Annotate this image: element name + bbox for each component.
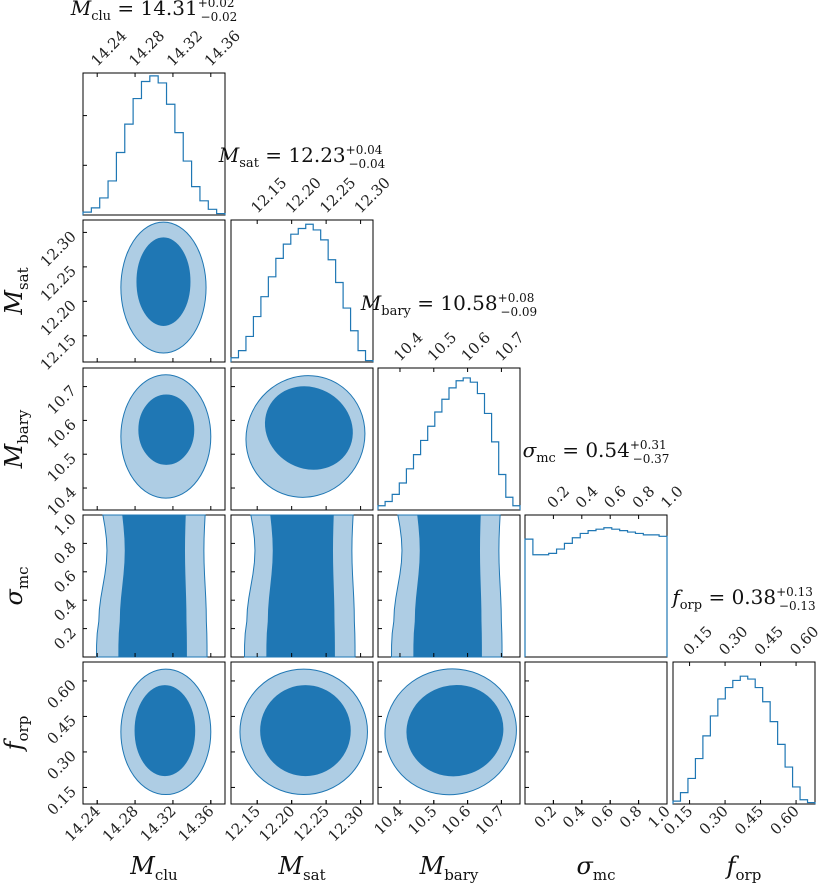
ytick-label-msat: 12.30 <box>37 228 80 271</box>
xtick-label-msat: 12.25 <box>290 802 333 845</box>
contour-inner <box>118 514 187 658</box>
histogram-msat <box>230 223 374 362</box>
contour-inner <box>413 514 482 658</box>
top-tick-label-sigmc: 0.2 <box>544 482 574 512</box>
ytick-label-msat: 12.25 <box>37 262 80 305</box>
histogram-sigmc <box>524 527 668 657</box>
title-sigmc: σmc = 0.54+0.31 −0.37 <box>523 438 670 466</box>
ytick-label-msat: 12.20 <box>37 296 80 339</box>
xtick-label-mbary: 10.6 <box>438 802 474 838</box>
xtick-label-forp: 0.30 <box>696 802 732 838</box>
xtick-label-forp: 0.45 <box>731 802 767 838</box>
xtick-label-sigmc: 0.8 <box>616 802 646 832</box>
contour-inner <box>138 394 195 465</box>
xtick-label-sigmc: 0.6 <box>587 802 617 832</box>
top-tick-label-sigmc: 1.0 <box>657 482 687 512</box>
ytick-label-forp: 0.60 <box>43 676 79 712</box>
contour-inner <box>136 237 191 326</box>
xlabel-mclu: Mclu <box>129 852 178 884</box>
top-tick-label-msat: 12.30 <box>351 174 394 217</box>
xtick-label-sigmc: 0.2 <box>531 802 561 832</box>
ytick-label-forp: 0.15 <box>43 783 79 819</box>
top-tick-label-forp: 0.60 <box>786 622 822 658</box>
xtick-label-sigmc: 0.4 <box>559 802 589 832</box>
top-tick-label-sigmc: 0.4 <box>572 482 602 512</box>
top-tick-label-msat: 12.25 <box>316 174 359 217</box>
top-tick-label-mbary: 10.6 <box>458 328 494 364</box>
top-tick-label-mbary: 10.7 <box>492 328 528 364</box>
corner-panels <box>82 72 816 805</box>
top-tick-label-mbary: 10.4 <box>390 328 426 364</box>
title-mbary: Mbary = 10.58+0.08 −0.09 <box>360 291 537 319</box>
ytick-label-mbary: 10.4 <box>43 483 79 519</box>
ytick-label-forp: 0.45 <box>43 712 79 748</box>
xlabel-forp: forp <box>725 852 762 884</box>
panel-frame-mbary-vs-mclu <box>82 367 226 511</box>
ytick-label-sigmc: 0.4 <box>50 595 80 625</box>
top-tick-label-mclu: 14.36 <box>201 27 244 70</box>
panel-frame-msat <box>230 219 374 363</box>
title-forp: forp = 0.38+0.13 −0.13 <box>670 585 815 613</box>
top-tick-label-forp: 0.15 <box>680 622 716 658</box>
title-mclu: Mclu = 14.31+0.02 −0.02 <box>70 0 238 24</box>
ytick-label-sigmc: 0.8 <box>50 539 80 569</box>
panel-frame-forp <box>672 661 816 805</box>
title-msat: Msat = 12.23+0.04 −0.04 <box>218 143 386 171</box>
top-tick-label-msat: 12.20 <box>282 174 325 217</box>
xtick-label-mclu: 14.36 <box>175 802 218 845</box>
histogram-mclu <box>82 75 226 215</box>
panel-frame-forp-vs-sigmc <box>524 661 668 805</box>
ytick-label-sigmc: 0.2 <box>50 624 80 654</box>
top-tick-label-sigmc: 0.8 <box>629 482 659 512</box>
panel-frame-mclu <box>82 72 226 216</box>
top-tick-label-forp: 0.30 <box>715 622 751 658</box>
ytick-label-mbary: 10.5 <box>43 449 79 485</box>
top-tick-label-mclu: 14.24 <box>87 27 130 70</box>
ytick-label-sigmc: 0.6 <box>50 567 80 597</box>
ylabel-msat: Msat <box>0 267 32 315</box>
ytick-label-mbary: 10.6 <box>43 416 79 452</box>
ylabel-sigmc: σmc <box>0 566 32 605</box>
xtick-label-mbary: 10.7 <box>472 802 508 838</box>
top-tick-label-mclu: 14.28 <box>125 27 168 70</box>
top-tick-label-msat: 12.15 <box>247 174 290 217</box>
contour-inner <box>406 684 504 777</box>
top-tick-label-mclu: 14.32 <box>163 27 206 70</box>
ylabel-forp: forp <box>0 716 32 753</box>
top-tick-label-mbary: 10.5 <box>424 328 460 364</box>
panel-frame-mbary-vs-msat <box>230 367 374 511</box>
xtick-label-forp: 0.60 <box>767 802 803 838</box>
ytick-label-msat: 12.15 <box>37 331 80 374</box>
ytick-label-mbary: 10.7 <box>43 382 79 418</box>
xlabel-mbary: Mbary <box>419 852 479 884</box>
xlabel-msat: Msat <box>277 852 325 884</box>
panel-frame-forp-vs-mbary <box>377 661 521 805</box>
xtick-label-msat: 12.20 <box>255 802 298 845</box>
xlabel-sigmc: σmc <box>576 852 615 884</box>
panel-frame-forp-vs-msat <box>230 661 374 805</box>
histogram-mbary <box>377 377 521 510</box>
top-tick-label-sigmc: 0.6 <box>600 482 630 512</box>
ytick-label-forp: 0.30 <box>43 747 79 783</box>
panel-frame-forp-vs-mclu <box>82 661 226 805</box>
xtick-label-mclu: 14.32 <box>137 802 180 845</box>
contour-inner <box>264 386 353 470</box>
histogram-forp <box>672 675 816 804</box>
panel-frame-sigmc <box>524 514 668 658</box>
xtick-label-mclu: 14.24 <box>61 802 104 845</box>
xtick-label-mbary: 10.4 <box>370 802 406 838</box>
panel-frame-msat-vs-mclu <box>82 219 226 363</box>
top-tick-label-forp: 0.45 <box>751 622 787 658</box>
xtick-label-msat: 12.30 <box>324 802 367 845</box>
contour-inner <box>134 685 196 777</box>
contour-inner <box>266 514 335 658</box>
xtick-label-mbary: 10.5 <box>404 802 440 838</box>
xtick-label-msat: 12.15 <box>221 802 264 845</box>
xtick-label-mclu: 14.28 <box>99 802 142 845</box>
contour-inner <box>260 685 351 777</box>
panel-frame-mbary <box>377 367 521 511</box>
ylabel-mbary: Mbary <box>0 409 32 469</box>
